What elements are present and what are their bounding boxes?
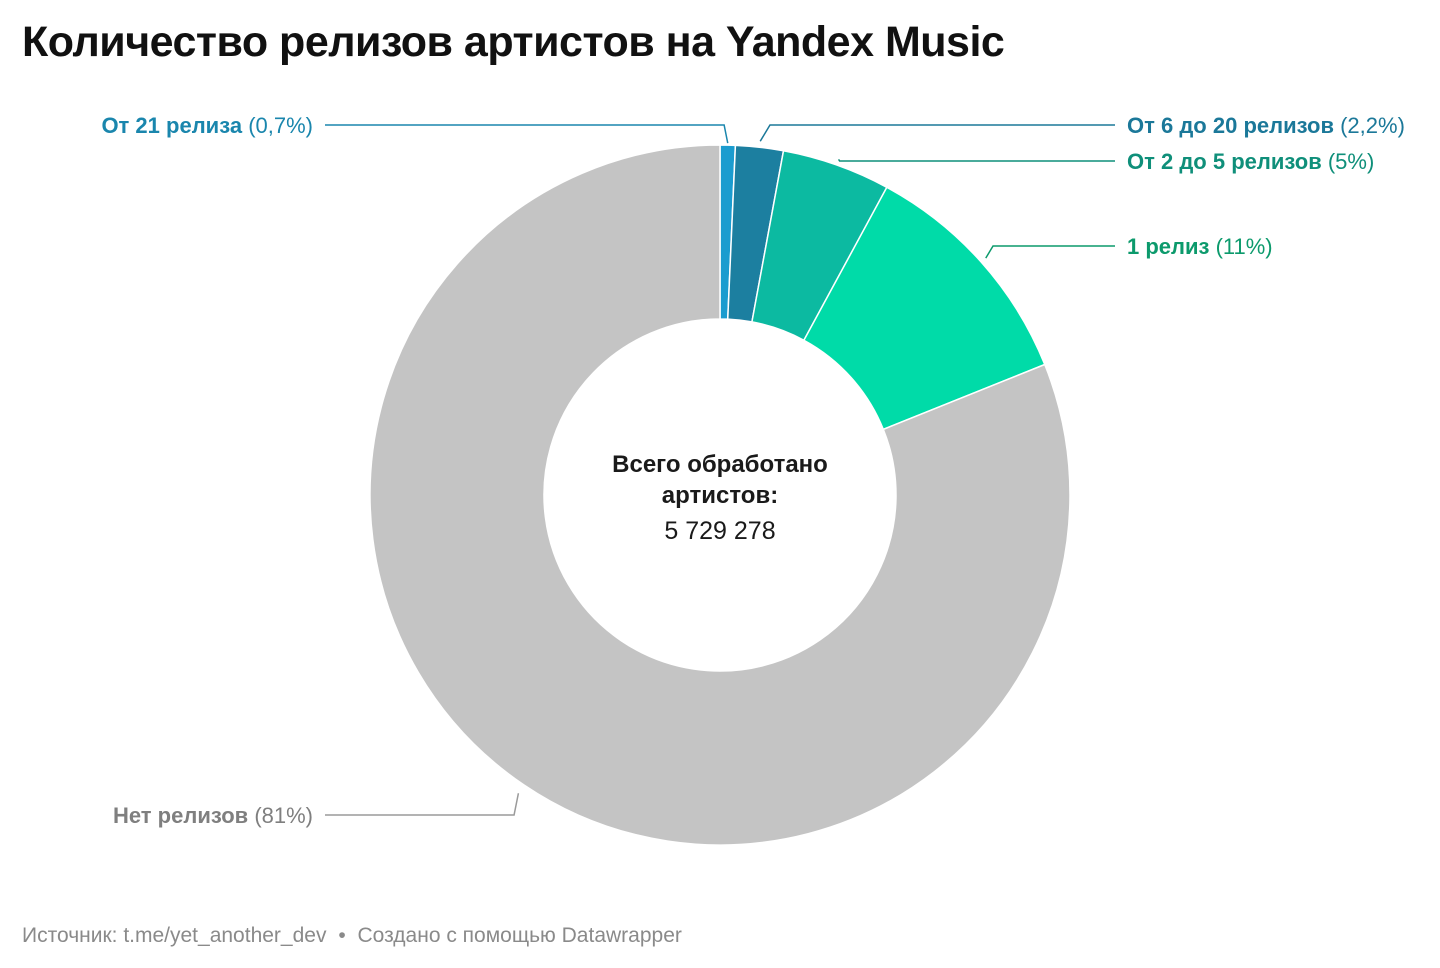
slice-label-3: 1 релиз (11%) (1127, 234, 1273, 259)
slice-label-value-1: (2,2%) (1334, 113, 1405, 138)
source-label: Источник: (22, 924, 118, 947)
footer-separator: • (338, 924, 346, 947)
center-total-value: 5 729 278 (664, 517, 775, 545)
chart-title: Количество релизов артистов на Yandex Mu… (22, 18, 1005, 66)
leader-line-1 (759, 124, 1115, 142)
credit-text: Создано с помощью Datawrapper (357, 924, 682, 947)
donut-slice-4 (369, 144, 1071, 846)
slice-label-1: От 6 до 20 релизов (2,2%) (1127, 113, 1405, 138)
center-label-line1: Всего обработано (612, 451, 828, 478)
slice-label-value-4: (81%) (248, 803, 313, 828)
slice-label-2: От 2 до 5 релизов (5%) (1127, 149, 1374, 174)
slice-label-value-3: (11%) (1209, 234, 1272, 259)
leader-lines-group (325, 124, 1115, 816)
slice-label-value-0: (0,7%) (242, 113, 313, 138)
slices-group (369, 144, 1071, 846)
slice-labels-group: От 21 релиза (0,7%) От 6 до 20 релизов (2… (101, 113, 1404, 828)
leader-line-0 (325, 124, 729, 144)
slice-label-name-0: От 21 релиза (101, 113, 242, 138)
slice-label-4: Нет релизов (81%) (113, 803, 313, 828)
center-label-line2: артистов: (662, 482, 778, 509)
center-label: Всего обработано артистов: 5 729 278 (612, 451, 828, 545)
leader-line-3 (985, 245, 1115, 259)
slice-label-name-4: Нет релизов (113, 803, 248, 828)
slice-label-value-2: (5%) (1322, 149, 1375, 174)
slice-label-name-3: 1 релиз (1127, 234, 1210, 259)
leader-line-2 (837, 158, 1115, 162)
source-link[interactable]: t.me/yet_another_dev (123, 924, 327, 947)
slice-label-name-1: От 6 до 20 релизов (1127, 113, 1334, 138)
footer: Источник: t.me/yet_another_dev • Создано… (22, 924, 682, 948)
slice-label-0: От 21 релиза (0,7%) (101, 113, 313, 138)
slice-label-name-2: От 2 до 5 релизов (1127, 149, 1322, 174)
leader-line-4 (325, 793, 520, 816)
